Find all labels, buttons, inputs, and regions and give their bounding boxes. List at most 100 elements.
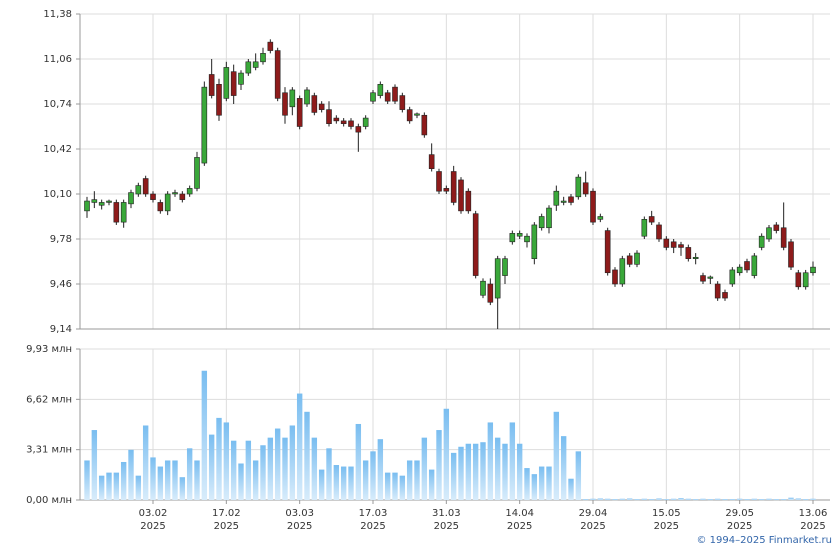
volume-bar (802, 499, 809, 501)
volume-bar (656, 498, 662, 500)
candle-body (186, 188, 193, 195)
y-tick-label: 10,74 (43, 99, 72, 110)
candle-body (509, 233, 516, 243)
volume-bar (538, 466, 545, 500)
candle-body (780, 227, 787, 248)
volume-bar (524, 468, 530, 500)
volume-bar (546, 466, 552, 500)
volume-bar (274, 428, 281, 500)
volume-bar (230, 440, 237, 500)
volume-bar (392, 472, 398, 500)
volume-bar (377, 439, 384, 500)
volume-bar (531, 474, 538, 500)
volume-bar (201, 370, 208, 500)
volume-bar (120, 461, 127, 500)
volume-bar (568, 478, 574, 500)
volume-bar (560, 436, 567, 500)
candle-body (135, 185, 142, 195)
volume-bar (267, 437, 274, 500)
volume-bar (641, 498, 648, 500)
candle-body (788, 241, 794, 268)
volume-bar (238, 463, 244, 500)
candle-body (326, 109, 332, 124)
candle-body (260, 53, 266, 63)
candle-body (524, 235, 530, 243)
volume-bar (773, 499, 780, 501)
volume-bar (179, 477, 186, 500)
candle-body (421, 114, 428, 136)
x-tick-label: 13.06 2025 (798, 508, 828, 532)
volume-bar (744, 499, 750, 501)
volume-bar (604, 498, 611, 500)
volume-bar (458, 446, 464, 500)
candle-body (502, 258, 508, 276)
candle-body (795, 272, 802, 288)
volume-bar (590, 498, 596, 500)
volume-bar (421, 437, 428, 500)
volume-bar (487, 422, 494, 500)
candle-body (612, 269, 618, 285)
volume-bar (648, 499, 655, 501)
volume-bar (106, 472, 112, 500)
candle-body (436, 171, 442, 192)
candle-body (311, 95, 318, 113)
x-tick-label: 14.04 2025 (505, 508, 534, 532)
candle-body (98, 202, 105, 206)
y-tick-label: 10,42 (43, 144, 72, 155)
candle-body (700, 275, 706, 282)
volume-bar (311, 437, 318, 500)
candle-body (692, 256, 699, 259)
candle-body (458, 179, 464, 212)
volume-bar (575, 451, 582, 500)
candle-body (172, 192, 178, 195)
candle-body (465, 190, 472, 212)
volume-bar (516, 443, 523, 500)
candle-body (91, 199, 98, 203)
volume-bar (355, 423, 362, 500)
volume-bar (509, 422, 516, 500)
x-tick-label: 29.04 2025 (578, 508, 608, 532)
candle-body (216, 84, 222, 116)
candle-body (399, 95, 406, 110)
volume-bar (428, 469, 435, 500)
volume-bar (333, 465, 340, 500)
y-tick-label: 11,38 (43, 9, 72, 20)
candle-body (289, 89, 296, 108)
candle-body (274, 50, 281, 99)
candle-body (223, 67, 230, 99)
candle-body (634, 252, 640, 265)
candle-body (641, 219, 648, 237)
candle-body (516, 233, 523, 237)
candle-body (267, 41, 274, 51)
candle-body (626, 255, 633, 265)
candle-body (597, 216, 604, 220)
candle-body (377, 84, 384, 96)
x-tick-label: 03.02 2025 (138, 508, 168, 532)
volume-bar (282, 437, 288, 500)
candle-body (553, 190, 560, 206)
candle-body (150, 193, 156, 200)
volume-bar (472, 443, 479, 500)
volume-bar (670, 498, 677, 500)
volume-bar (582, 499, 589, 501)
volume-bar (619, 498, 626, 500)
volume-bar (626, 498, 633, 500)
volume-bar (736, 498, 743, 500)
candle-body (296, 98, 303, 127)
candle-body (494, 258, 501, 299)
volume-bar (91, 430, 98, 500)
candle-body (560, 200, 567, 203)
y-tick-label: 9,78 (50, 234, 72, 245)
volume-bar (384, 472, 391, 500)
candle-body (201, 86, 208, 164)
x-tick-label: 17.03 2025 (358, 508, 388, 532)
y-tick-label: 9,93 млн (26, 344, 72, 355)
y-tick-label: 11,06 (43, 54, 72, 65)
volume-bar (362, 460, 369, 500)
volume-bar (296, 393, 303, 500)
candle-body (656, 224, 662, 240)
volume-bar (678, 498, 684, 500)
y-tick-label: 3,31 млн (26, 445, 72, 456)
candle-body (443, 188, 450, 192)
